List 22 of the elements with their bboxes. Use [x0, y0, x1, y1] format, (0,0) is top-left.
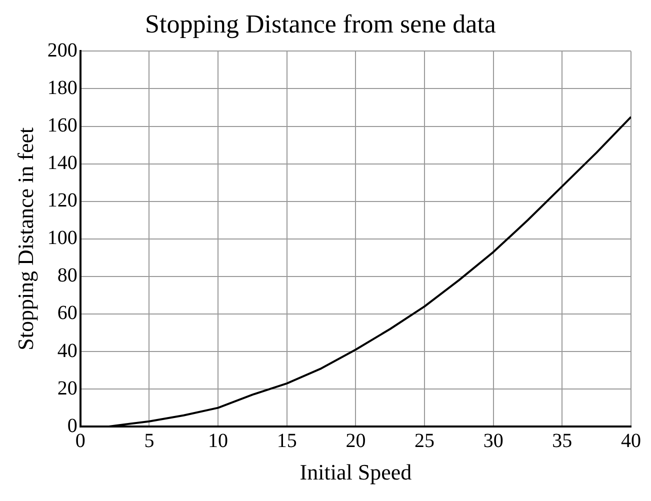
- x-tick-label: 15: [276, 430, 297, 452]
- y-tick-label: 0: [67, 414, 78, 437]
- x-tick-label: 20: [346, 430, 366, 452]
- y-tick-label: 20: [57, 377, 78, 400]
- y-tick-label: 100: [47, 227, 78, 250]
- x-tick-label: 30: [483, 430, 504, 452]
- y-tick-label: 140: [47, 152, 78, 174]
- y-axis-title: Stopping Distance in feet: [12, 127, 38, 350]
- x-tick-label: 40: [621, 430, 641, 452]
- y-tick-label: 120: [47, 190, 78, 212]
- x-axis-title: Initial Speed: [300, 460, 412, 485]
- y-tick-label: 180: [47, 76, 78, 99]
- x-tick-label: 10: [208, 430, 228, 452]
- y-tick-label: 80: [57, 264, 78, 287]
- y-tick-label: 200: [47, 39, 78, 62]
- x-tick-label: 25: [414, 430, 435, 452]
- x-tick-label: 5: [144, 430, 154, 452]
- y-tick-label: 40: [57, 340, 78, 362]
- chart-title: Stopping Distance from sene data: [145, 9, 496, 38]
- y-tick-label: 160: [47, 114, 78, 137]
- y-tick-label: 60: [57, 302, 78, 324]
- x-tick-label: 35: [552, 430, 572, 452]
